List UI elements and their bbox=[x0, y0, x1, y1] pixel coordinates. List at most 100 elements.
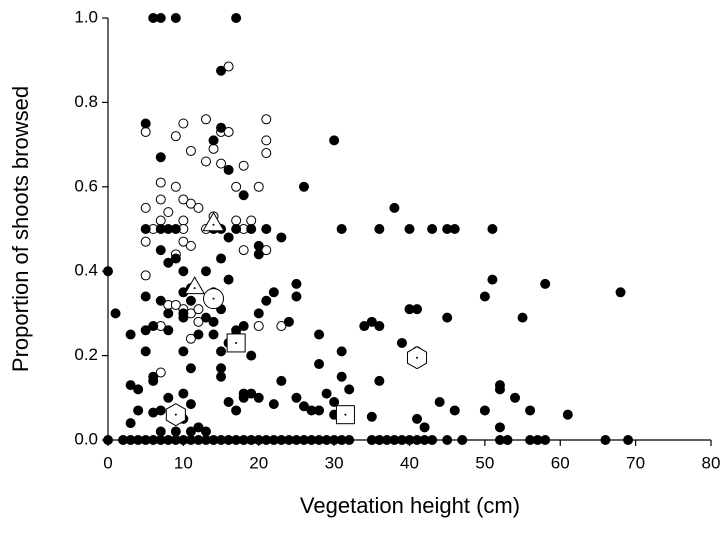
point bbox=[261, 295, 272, 306]
point bbox=[200, 114, 211, 125]
point bbox=[427, 435, 438, 445]
point bbox=[110, 308, 121, 319]
point bbox=[246, 224, 257, 234]
point bbox=[185, 198, 196, 209]
y-tick-label: 0.8 bbox=[74, 92, 98, 111]
point bbox=[163, 207, 174, 218]
point bbox=[261, 148, 272, 159]
point bbox=[298, 401, 309, 412]
x-tick-label: 40 bbox=[400, 453, 419, 472]
point bbox=[223, 61, 234, 72]
center-dot bbox=[235, 341, 238, 344]
point bbox=[336, 346, 347, 357]
point bbox=[517, 312, 528, 323]
point bbox=[170, 131, 181, 142]
point bbox=[185, 363, 196, 374]
point bbox=[442, 312, 453, 323]
point bbox=[283, 316, 294, 327]
center-dot bbox=[193, 287, 196, 290]
point bbox=[374, 375, 385, 386]
point bbox=[140, 126, 151, 137]
point bbox=[208, 135, 219, 146]
point bbox=[427, 224, 438, 234]
point bbox=[125, 418, 136, 429]
point bbox=[442, 435, 453, 445]
point bbox=[314, 329, 325, 340]
mean-marker bbox=[202, 211, 225, 232]
point bbox=[208, 143, 219, 154]
point bbox=[261, 224, 272, 234]
point bbox=[178, 215, 189, 226]
point bbox=[170, 426, 181, 437]
point bbox=[216, 122, 227, 133]
point bbox=[246, 215, 257, 226]
x-tick-label: 60 bbox=[551, 453, 570, 472]
point bbox=[449, 224, 460, 234]
point bbox=[238, 190, 249, 201]
point bbox=[216, 371, 227, 382]
point bbox=[200, 266, 211, 277]
point bbox=[223, 274, 234, 285]
point bbox=[231, 13, 242, 23]
point bbox=[615, 287, 626, 298]
point bbox=[223, 164, 234, 175]
point bbox=[479, 405, 490, 416]
point bbox=[253, 308, 264, 319]
point bbox=[170, 299, 181, 310]
point bbox=[155, 215, 166, 226]
point bbox=[321, 388, 332, 399]
point bbox=[193, 316, 204, 327]
point bbox=[419, 422, 430, 433]
point bbox=[291, 291, 302, 302]
x-tick-label: 50 bbox=[475, 453, 494, 472]
x-tick-label: 10 bbox=[174, 453, 193, 472]
point bbox=[170, 13, 181, 23]
point bbox=[163, 257, 174, 268]
point bbox=[216, 346, 227, 357]
point bbox=[487, 274, 498, 285]
point bbox=[246, 388, 257, 399]
y-tick-label: 0.6 bbox=[74, 176, 98, 195]
center-dot bbox=[174, 413, 177, 416]
point bbox=[140, 291, 151, 302]
center-dot bbox=[416, 356, 419, 359]
point bbox=[253, 181, 264, 192]
point bbox=[178, 346, 189, 357]
point bbox=[223, 126, 234, 137]
point bbox=[276, 232, 287, 243]
point bbox=[103, 266, 113, 277]
x-axis-title: Vegetation height (cm) bbox=[300, 493, 520, 518]
point bbox=[185, 145, 196, 156]
point bbox=[268, 399, 279, 410]
point bbox=[216, 158, 227, 169]
point bbox=[329, 135, 340, 146]
point bbox=[396, 337, 407, 348]
point bbox=[223, 232, 234, 243]
point bbox=[170, 253, 181, 264]
point bbox=[276, 375, 287, 386]
point bbox=[291, 278, 302, 289]
point bbox=[261, 245, 272, 256]
point bbox=[170, 181, 181, 192]
point bbox=[434, 397, 445, 408]
point bbox=[178, 388, 189, 399]
point bbox=[140, 118, 151, 129]
point bbox=[231, 224, 242, 234]
point bbox=[193, 202, 204, 213]
y-tick-label: 0.2 bbox=[74, 345, 98, 364]
point bbox=[125, 380, 136, 391]
point bbox=[125, 329, 136, 340]
point bbox=[216, 65, 227, 76]
y-tick-label: 0.4 bbox=[74, 261, 98, 280]
point bbox=[155, 194, 166, 205]
point bbox=[193, 304, 204, 315]
point bbox=[193, 329, 204, 340]
point bbox=[623, 435, 634, 445]
point bbox=[238, 160, 249, 171]
point bbox=[502, 435, 513, 445]
point bbox=[238, 392, 249, 403]
point bbox=[178, 194, 189, 205]
point bbox=[133, 384, 144, 395]
point bbox=[253, 240, 264, 251]
point bbox=[185, 426, 196, 437]
